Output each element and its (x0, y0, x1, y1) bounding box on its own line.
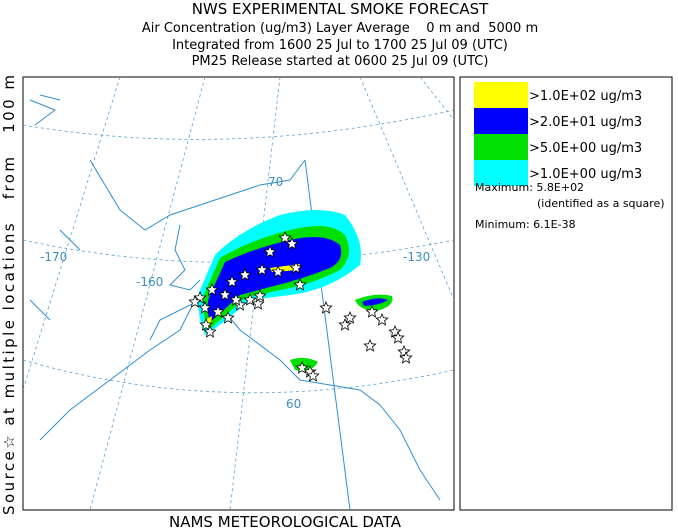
fire-source (319, 300, 333, 314)
legend-label: >1.0E+00 ug/m3 (529, 167, 642, 182)
map-label: -130 (403, 250, 430, 264)
map-label: 70 (268, 175, 283, 189)
fire-source (289, 260, 303, 274)
coastline (29, 94, 441, 501)
subtitle: PM25 Release started at 0600 25 Jul 09 (… (192, 54, 489, 69)
fire-source (263, 244, 277, 258)
fire-source (363, 338, 377, 352)
legend-maximum-note: (identified as a square) (537, 197, 665, 210)
legend-label: >2.0E+01 ug/m3 (529, 115, 642, 130)
title: NWS EXPERIMENTAL SMOKE FORECAST (192, 0, 489, 18)
map: -170 -160 -130 70 60 (22, 76, 455, 511)
plume-blue (207, 236, 342, 322)
subtitle: Air Concentration (ug/m3) Layer Average … (142, 21, 538, 36)
longitude-line (23, 77, 121, 391)
fire-source (198, 300, 212, 314)
legend-label: >5.0E+00 ug/m3 (529, 141, 642, 156)
latitude-line (23, 359, 454, 394)
map-label: 60 (286, 397, 301, 411)
fire-source (205, 282, 219, 296)
legend-maximum: Maximum: 5.8E+02 (475, 181, 584, 194)
fire-source (229, 292, 243, 306)
fire-source (203, 324, 217, 338)
fire-source (255, 262, 269, 276)
fire-source (238, 267, 252, 281)
fire-source (306, 368, 320, 382)
plume-blue (362, 298, 388, 306)
fire-source (278, 230, 292, 244)
fire-source (285, 236, 299, 250)
fire-source (188, 294, 202, 308)
fire-source (221, 310, 235, 324)
fire-source (399, 350, 413, 364)
fire-source (271, 264, 285, 278)
map-label: -160 (136, 275, 163, 289)
legend-label: >1.0E+02 ug/m3 (529, 89, 642, 104)
fire-source (253, 288, 267, 302)
fire-source (391, 330, 405, 344)
fire-sources (188, 230, 413, 382)
fire-source (225, 274, 239, 288)
fire-source (375, 312, 389, 326)
longitude-line (359, 77, 454, 301)
footer: NAMS METEOROLOGICAL DATA (169, 513, 402, 531)
legend-items: >1.0E+02 ug/m3 >2.0E+01 ug/m3 >5.0E+00 ug/… (474, 82, 642, 186)
fire-source (293, 277, 307, 291)
fire-source (218, 287, 232, 301)
legend-minimum: Minimum: 6.1E-38 (475, 218, 576, 231)
legend-swatch (474, 134, 528, 160)
fire-source (343, 310, 357, 324)
subtitle: Integrated from 1600 25 Jul to 1700 25 J… (172, 38, 508, 53)
latitude-line (23, 109, 454, 140)
legend: >1.0E+02 ug/m3 >2.0E+01 ug/m3 >5.0E+00 ug/… (459, 76, 673, 511)
longitude-line (89, 77, 206, 510)
fire-source (199, 317, 213, 331)
side-label: Source☆ at multiple locations from 100 m (0, 75, 18, 515)
fire-source (338, 317, 352, 331)
legend-swatch (474, 82, 528, 108)
fire-source (211, 304, 225, 318)
fire-source (365, 304, 379, 318)
coastline (29, 229, 81, 321)
fire-source (295, 360, 309, 374)
fire-source (251, 296, 265, 310)
legend-swatch (474, 160, 528, 186)
map-label: -170 (40, 250, 67, 264)
legend-swatch (474, 108, 528, 134)
